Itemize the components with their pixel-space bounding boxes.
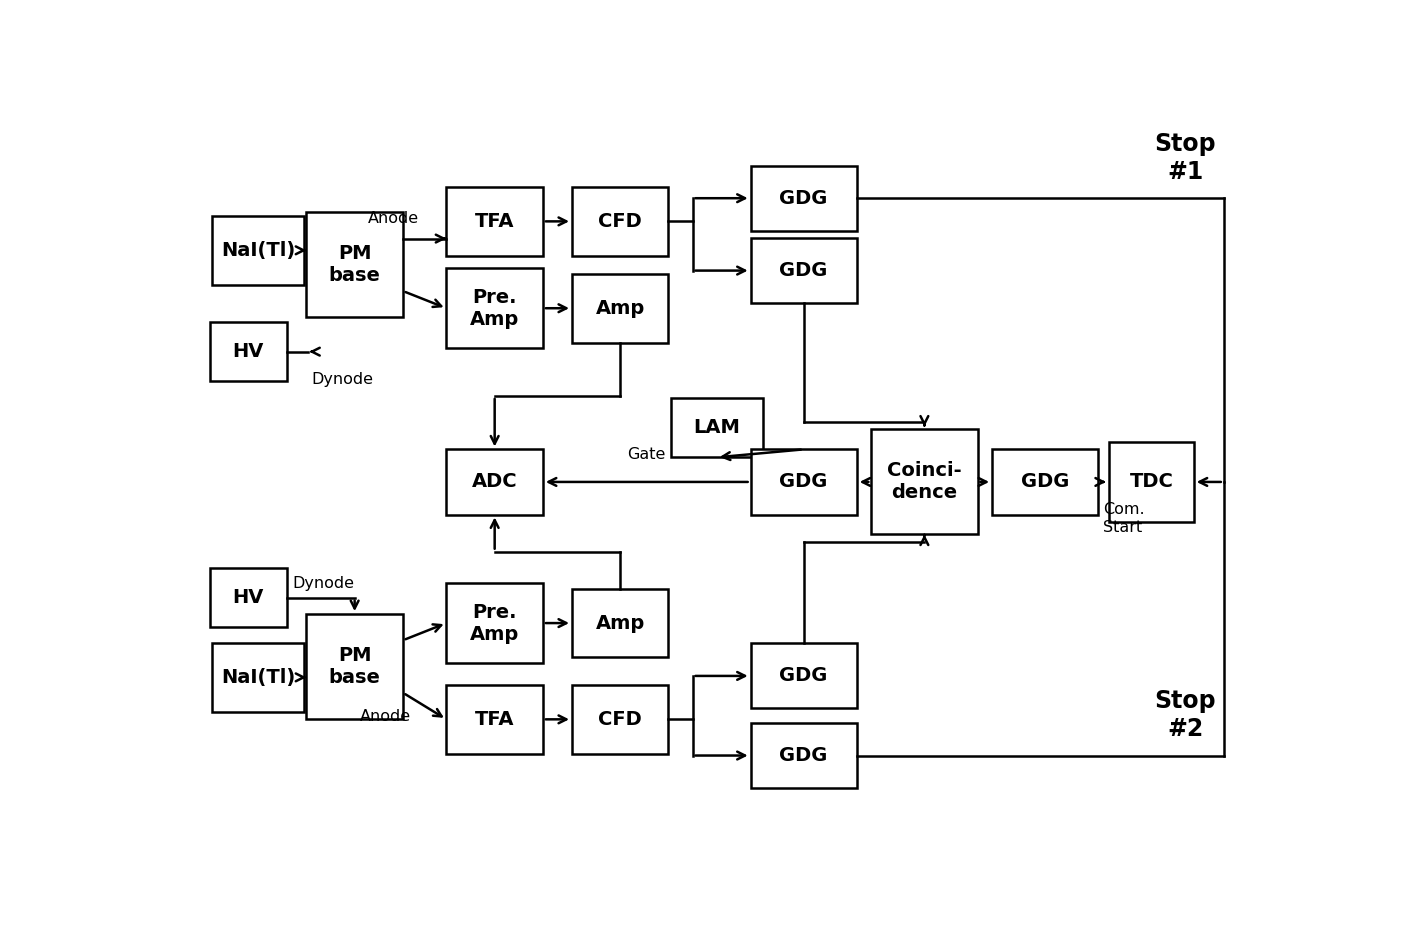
Text: NaI(Tl): NaI(Tl) — [221, 241, 296, 259]
Text: PM
base: PM base — [328, 244, 380, 286]
Text: NaI(Tl): NaI(Tl) — [221, 667, 296, 687]
Text: Anode: Anode — [359, 709, 411, 724]
Text: GDG: GDG — [780, 666, 828, 685]
Text: Com.
Start: Com. Start — [1102, 502, 1145, 535]
Text: HV: HV — [232, 588, 265, 607]
FancyBboxPatch shape — [670, 398, 763, 458]
Text: Stop
#2: Stop #2 — [1155, 689, 1217, 741]
FancyBboxPatch shape — [572, 274, 669, 342]
Text: ADC: ADC — [472, 473, 518, 492]
FancyBboxPatch shape — [750, 643, 857, 709]
Text: Amp: Amp — [596, 614, 645, 633]
Text: CFD: CFD — [598, 212, 642, 231]
Text: TDC: TDC — [1129, 473, 1173, 492]
Text: CFD: CFD — [598, 710, 642, 729]
FancyBboxPatch shape — [750, 165, 857, 231]
FancyBboxPatch shape — [750, 723, 857, 788]
FancyBboxPatch shape — [750, 449, 857, 514]
Text: Dynode: Dynode — [291, 575, 353, 590]
FancyBboxPatch shape — [993, 449, 1098, 514]
FancyBboxPatch shape — [446, 685, 543, 754]
Text: GDG: GDG — [780, 473, 828, 492]
FancyBboxPatch shape — [446, 449, 543, 514]
FancyBboxPatch shape — [1110, 442, 1194, 522]
Text: GDG: GDG — [780, 189, 828, 208]
FancyBboxPatch shape — [210, 322, 287, 382]
FancyBboxPatch shape — [446, 187, 543, 256]
Text: Pre.
Amp: Pre. Amp — [470, 603, 520, 644]
FancyBboxPatch shape — [213, 216, 304, 285]
Text: GDG: GDG — [1021, 473, 1069, 492]
FancyBboxPatch shape — [307, 212, 403, 318]
FancyBboxPatch shape — [210, 568, 287, 627]
Text: LAM: LAM — [693, 418, 741, 437]
Text: Gate: Gate — [628, 446, 666, 462]
FancyBboxPatch shape — [572, 588, 669, 657]
Text: TFA: TFA — [474, 212, 514, 231]
FancyBboxPatch shape — [872, 430, 977, 535]
Text: PM
base: PM base — [328, 646, 380, 687]
Text: Anode: Anode — [367, 211, 418, 226]
Text: Coinci-
dence: Coinci- dence — [887, 462, 962, 503]
Text: GDG: GDG — [780, 261, 828, 280]
FancyBboxPatch shape — [750, 238, 857, 304]
Text: Stop
#1: Stop #1 — [1155, 132, 1217, 183]
FancyBboxPatch shape — [446, 583, 543, 663]
FancyBboxPatch shape — [572, 187, 669, 256]
Text: GDG: GDG — [780, 746, 828, 765]
FancyBboxPatch shape — [307, 614, 403, 719]
FancyBboxPatch shape — [213, 643, 304, 712]
Text: Pre.
Amp: Pre. Amp — [470, 288, 520, 329]
Text: Dynode: Dynode — [311, 372, 373, 387]
Text: Amp: Amp — [596, 299, 645, 318]
Text: HV: HV — [232, 342, 265, 361]
Text: TFA: TFA — [474, 710, 514, 729]
FancyBboxPatch shape — [446, 269, 543, 348]
FancyBboxPatch shape — [572, 685, 669, 754]
